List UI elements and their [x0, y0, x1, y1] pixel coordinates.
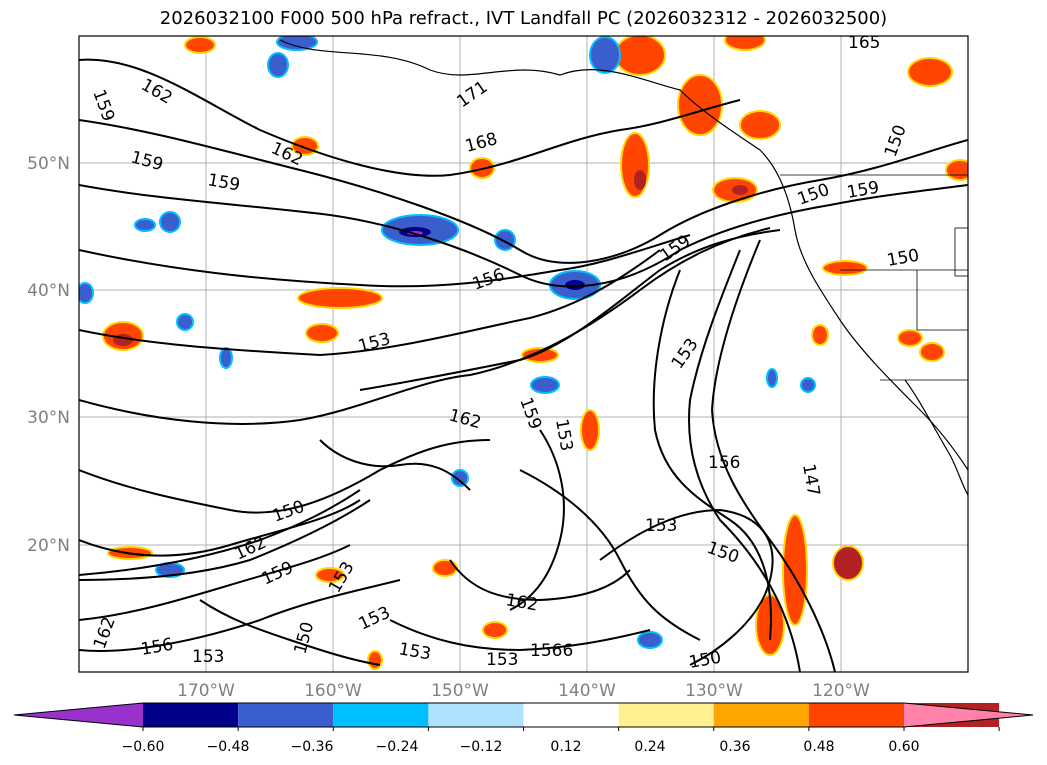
contour-label: 156 — [708, 453, 740, 473]
lon-label-160w: 160°W — [304, 681, 362, 701]
colorbar-segment — [618, 703, 714, 727]
lon-label-140w: 140°W — [558, 681, 616, 701]
ivt-shading — [79, 36, 968, 670]
lat-label-20n: 20°N — [27, 536, 70, 556]
contour-label: 150 — [687, 648, 722, 673]
map-border — [78, 35, 969, 673]
colorbar-tick-label: 0.60 — [888, 739, 919, 755]
colorbar-tick-label: 0.24 — [634, 739, 665, 755]
colorbar-extend-high — [904, 703, 1033, 727]
colorbar-tick-label: −0.12 — [460, 739, 503, 755]
colorbar-tick-label: −0.36 — [291, 739, 334, 755]
lon-label-120w: 120°W — [812, 681, 870, 701]
lat-label-30n: 30°N — [27, 408, 70, 428]
refractivity-contours — [79, 58, 968, 672]
lon-label-150w: 150°W — [431, 681, 489, 701]
coastline — [279, 39, 968, 496]
contour-label: 165 — [848, 33, 880, 53]
colorbar-tick-label: −0.60 — [122, 739, 165, 755]
map-title: 2026032100 F000 500 hPa refract., IVT La… — [159, 8, 888, 29]
lat-labels: 50°N 40°N 30°N 20°N — [27, 154, 70, 556]
colorbar-extend-low — [14, 703, 143, 727]
lat-label-40n: 40°N — [27, 281, 70, 301]
colorbar-tick-label: −0.48 — [207, 739, 250, 755]
colorbar-tick-label: 0.48 — [803, 739, 834, 755]
colorbar-tick-label: 0.12 — [550, 739, 581, 755]
lat-label-50n: 50°N — [27, 154, 70, 174]
colorbar-segment — [238, 703, 334, 727]
contour-label: 153 — [645, 516, 677, 536]
contour-label: 153 — [192, 647, 224, 667]
colorbar-ticks: −0.60 −0.48 −0.36 −0.24 −0.12 0.12 0.24 … — [122, 739, 920, 755]
colorbar — [13, 702, 1034, 731]
colorbar-segment — [143, 703, 239, 727]
colorbar-segment — [808, 703, 904, 727]
contour-label: 153 — [486, 650, 518, 670]
colorbar-segment — [713, 703, 809, 727]
lon-label-170w: 170°W — [177, 681, 235, 701]
colorbar-tick-label: 0.36 — [719, 739, 750, 755]
colorbar-segment — [523, 703, 619, 727]
colorbar-tick-label: −0.24 — [376, 739, 419, 755]
contour-label: 1566 — [530, 641, 573, 661]
colorbar-segment — [428, 703, 524, 727]
lon-label-130w: 130°W — [685, 681, 743, 701]
lon-labels: 170°W 160°W 150°W 140°W 130°W 120°W — [177, 681, 870, 701]
contour-label-layer: 162 159 159 162 159 171 168 165 156 153 … — [88, 33, 921, 673]
colorbar-segment — [333, 703, 429, 727]
